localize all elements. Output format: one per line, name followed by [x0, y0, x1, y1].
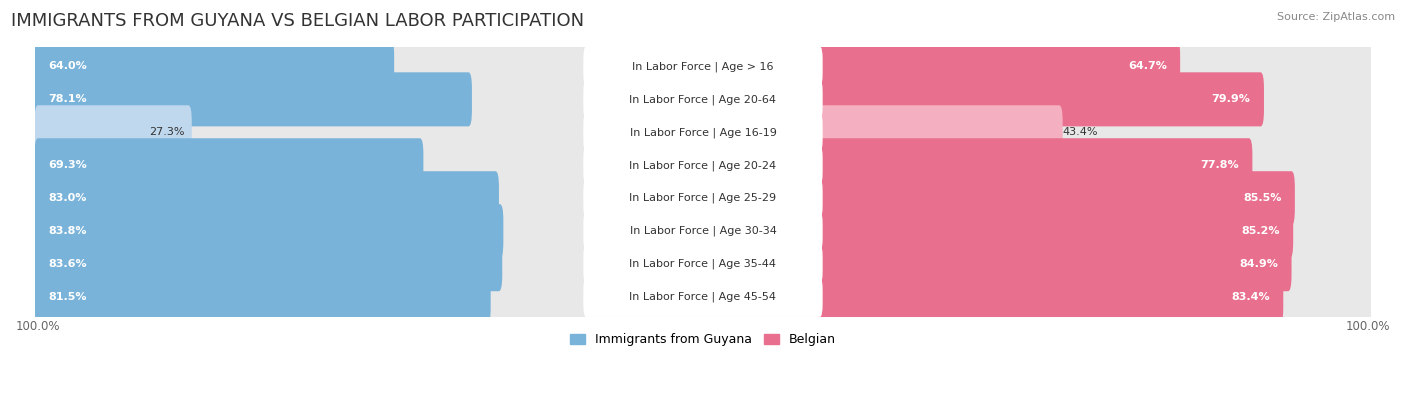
Text: 78.1%: 78.1% — [48, 94, 87, 104]
FancyBboxPatch shape — [583, 245, 823, 284]
Text: 81.5%: 81.5% — [48, 292, 86, 302]
Text: 43.4%: 43.4% — [1063, 127, 1098, 137]
FancyBboxPatch shape — [817, 138, 1253, 192]
Text: 83.6%: 83.6% — [48, 259, 87, 269]
FancyBboxPatch shape — [35, 269, 1371, 325]
FancyBboxPatch shape — [817, 204, 1294, 258]
Text: 83.8%: 83.8% — [48, 226, 86, 236]
Text: In Labor Force | Age 25-29: In Labor Force | Age 25-29 — [630, 193, 776, 203]
FancyBboxPatch shape — [583, 277, 823, 317]
Text: In Labor Force | Age > 16: In Labor Force | Age > 16 — [633, 61, 773, 71]
FancyBboxPatch shape — [35, 171, 499, 225]
Text: 83.0%: 83.0% — [48, 193, 86, 203]
Text: In Labor Force | Age 20-64: In Labor Force | Age 20-64 — [630, 94, 776, 105]
FancyBboxPatch shape — [583, 113, 823, 152]
FancyBboxPatch shape — [35, 203, 1371, 260]
Text: In Labor Force | Age 35-44: In Labor Force | Age 35-44 — [630, 259, 776, 269]
Text: 85.5%: 85.5% — [1243, 193, 1281, 203]
Legend: Immigrants from Guyana, Belgian: Immigrants from Guyana, Belgian — [565, 328, 841, 351]
FancyBboxPatch shape — [583, 179, 823, 218]
FancyBboxPatch shape — [35, 38, 1371, 95]
FancyBboxPatch shape — [817, 105, 1063, 159]
FancyBboxPatch shape — [35, 40, 394, 93]
FancyBboxPatch shape — [35, 204, 503, 258]
FancyBboxPatch shape — [35, 71, 1371, 128]
FancyBboxPatch shape — [35, 72, 472, 126]
FancyBboxPatch shape — [583, 145, 823, 185]
Text: 79.9%: 79.9% — [1212, 94, 1250, 104]
FancyBboxPatch shape — [817, 40, 1180, 93]
Text: In Labor Force | Age 45-54: In Labor Force | Age 45-54 — [630, 292, 776, 303]
FancyBboxPatch shape — [817, 171, 1295, 225]
FancyBboxPatch shape — [35, 236, 1371, 293]
FancyBboxPatch shape — [35, 138, 423, 192]
Text: 69.3%: 69.3% — [48, 160, 87, 170]
FancyBboxPatch shape — [35, 237, 502, 291]
Text: 85.2%: 85.2% — [1241, 226, 1279, 236]
FancyBboxPatch shape — [583, 47, 823, 86]
Text: In Labor Force | Age 20-24: In Labor Force | Age 20-24 — [630, 160, 776, 171]
FancyBboxPatch shape — [817, 72, 1264, 126]
FancyBboxPatch shape — [35, 137, 1371, 194]
Text: 27.3%: 27.3% — [149, 127, 186, 137]
FancyBboxPatch shape — [817, 237, 1292, 291]
Text: 84.9%: 84.9% — [1239, 259, 1278, 269]
FancyBboxPatch shape — [583, 79, 823, 119]
FancyBboxPatch shape — [35, 270, 491, 324]
Text: In Labor Force | Age 30-34: In Labor Force | Age 30-34 — [630, 226, 776, 237]
Text: 83.4%: 83.4% — [1232, 292, 1270, 302]
Text: 64.0%: 64.0% — [48, 61, 87, 71]
Text: Source: ZipAtlas.com: Source: ZipAtlas.com — [1277, 12, 1395, 22]
Text: In Labor Force | Age 16-19: In Labor Force | Age 16-19 — [630, 127, 776, 137]
Text: IMMIGRANTS FROM GUYANA VS BELGIAN LABOR PARTICIPATION: IMMIGRANTS FROM GUYANA VS BELGIAN LABOR … — [11, 12, 585, 30]
Text: 77.8%: 77.8% — [1201, 160, 1239, 170]
Text: 64.7%: 64.7% — [1128, 61, 1167, 71]
FancyBboxPatch shape — [35, 104, 1371, 161]
FancyBboxPatch shape — [583, 211, 823, 251]
FancyBboxPatch shape — [35, 105, 191, 159]
FancyBboxPatch shape — [817, 270, 1284, 324]
FancyBboxPatch shape — [35, 170, 1371, 227]
